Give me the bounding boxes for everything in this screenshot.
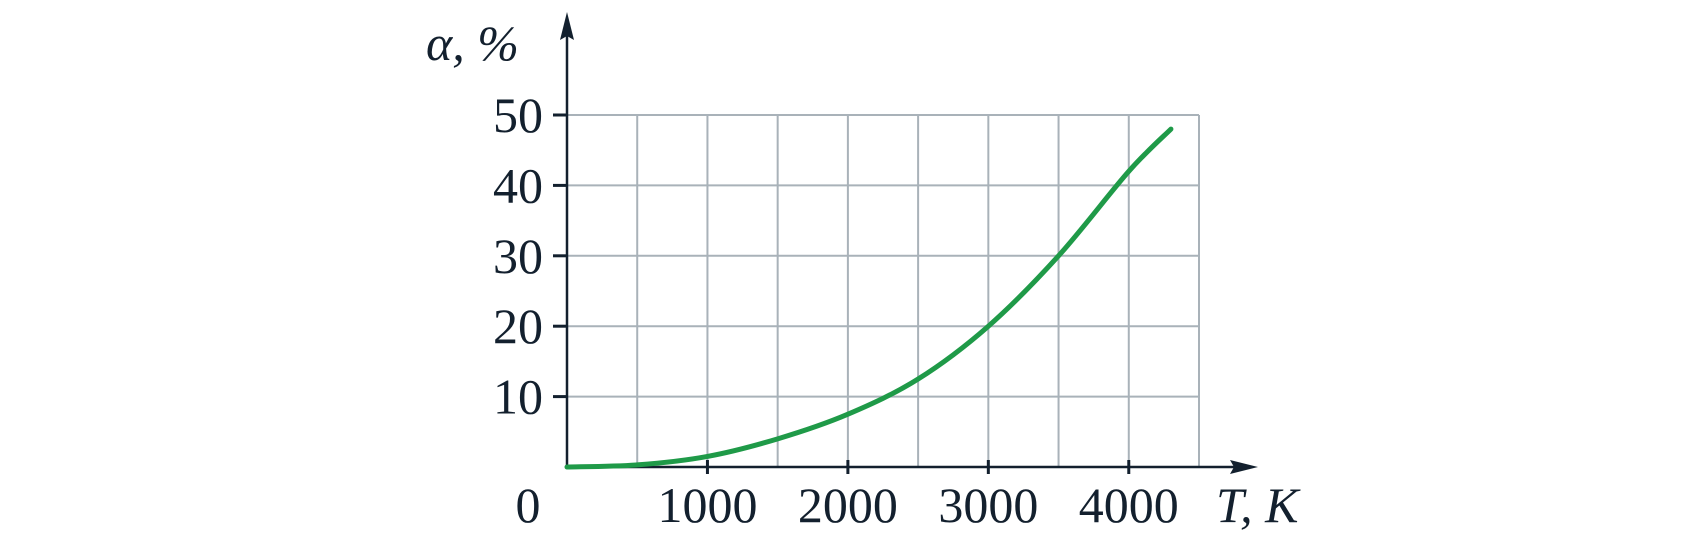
y-tick-label: 10 [493, 369, 543, 425]
y-tick-label: 30 [493, 228, 543, 284]
y-tick-label: 50 [493, 87, 543, 143]
y-tick-label: 40 [493, 157, 543, 213]
data-line [564, 126, 1174, 470]
x-tick-label: 1000 [657, 477, 757, 533]
x-axis-arrow [1230, 460, 1258, 474]
origin-label: 0 [516, 477, 541, 533]
x-axis-label: T, K [1216, 477, 1301, 533]
y-axis-label: α, % [426, 15, 519, 71]
x-tick-label: 3000 [938, 477, 1038, 533]
x-tick-label: 4000 [1079, 477, 1179, 533]
y-axis-arrow [560, 12, 574, 40]
x-tick-label: 2000 [798, 477, 898, 533]
y-tick-label: 20 [493, 298, 543, 354]
